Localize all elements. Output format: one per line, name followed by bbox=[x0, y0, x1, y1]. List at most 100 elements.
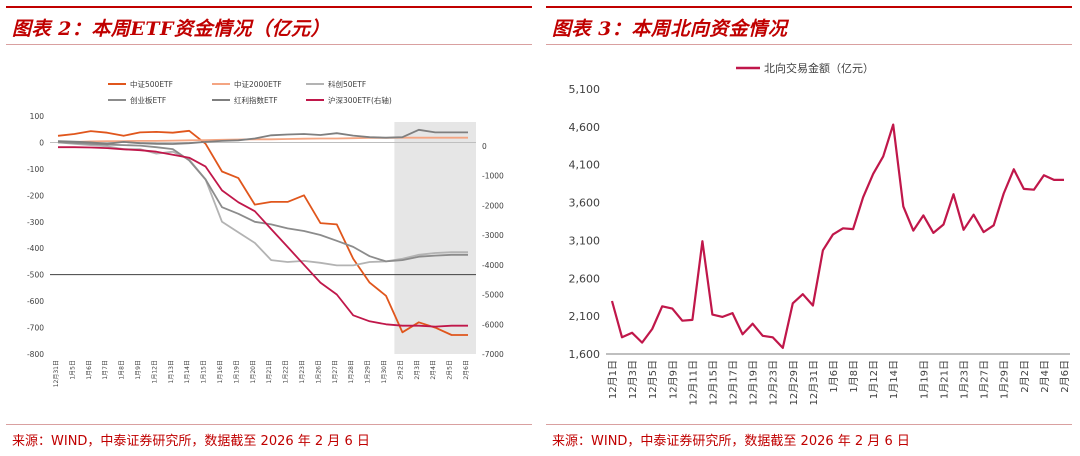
y-left-tick-label: -100 bbox=[27, 165, 44, 174]
source-note: 来源：WIND，中泰证券研究所，数据截至 2026 年 2 月 6 日 bbox=[12, 434, 370, 449]
y-tick-label: 2,100 bbox=[569, 310, 601, 323]
x-tick-label: 1月28日 bbox=[348, 360, 355, 383]
northbound-panel: 图表 3：本周北向资金情况 1,600 2,100 2,600 3,100 3,600 4… bbox=[540, 0, 1080, 456]
y-right-tick-label: -4000 bbox=[482, 261, 504, 270]
x-tick-label: 1月29日 bbox=[999, 360, 1011, 399]
legend-label: 北向交易金额（亿元） bbox=[764, 61, 874, 75]
panel-top-rule bbox=[546, 6, 1072, 8]
x-tick-label: 1月15日 bbox=[201, 360, 208, 383]
y-right-tick-label: -5000 bbox=[482, 291, 504, 300]
x-tick-label: 12月29日 bbox=[788, 360, 800, 405]
title-divider bbox=[546, 44, 1072, 45]
x-tick-label: 2月6日 bbox=[463, 360, 470, 380]
x-tick-label: 2月4日 bbox=[430, 360, 437, 380]
x-tick-label: 2月4日 bbox=[1039, 360, 1051, 393]
y-tick-label: 4,100 bbox=[569, 159, 601, 172]
x-tick-label: 12月5日 bbox=[647, 360, 659, 399]
x-tick-label: 12月11日 bbox=[687, 360, 699, 405]
y-right-tick-label: -3000 bbox=[482, 231, 504, 240]
x-tick-label: 1月14日 bbox=[888, 360, 900, 399]
x-tick-label: 1月22日 bbox=[283, 360, 290, 383]
y-left-tick-label: -800 bbox=[27, 350, 44, 359]
x-tick-label: 12月19日 bbox=[748, 360, 760, 405]
northbound-chart: 1,600 2,100 2,600 3,100 3,600 4,100 4,600 5,100… bbox=[569, 61, 1072, 405]
y-left-tick-label: -300 bbox=[27, 218, 44, 227]
legend-label: 中证2000ETF bbox=[234, 79, 282, 89]
x-tick-label: 1月7日 bbox=[102, 360, 109, 380]
x-tick-label: 1月6日 bbox=[86, 360, 93, 380]
x-tick-label: 12月31日 bbox=[808, 360, 820, 405]
x-tick-label: 1月19日 bbox=[233, 360, 240, 383]
x-tick-label: 1月9日 bbox=[135, 360, 142, 380]
x-tick-label: 1月21日 bbox=[266, 360, 273, 383]
x-tick-label: 12月9日 bbox=[667, 360, 679, 399]
legend-label: 沪深300ETF(右轴) bbox=[328, 95, 392, 105]
y-tick-label: 4,600 bbox=[569, 121, 601, 134]
y-left-tick-label: -500 bbox=[27, 271, 44, 280]
x-tick-label: 1月6日 bbox=[828, 360, 840, 393]
x-tick-label: 1月26日 bbox=[315, 360, 322, 383]
x-tick-label: 1月30日 bbox=[381, 360, 388, 383]
y-tick-label: 1,600 bbox=[569, 348, 601, 361]
x-tick-label: 1月27日 bbox=[979, 360, 991, 399]
panel-top-rule bbox=[6, 6, 532, 8]
x-tick-label: 2月2日 bbox=[397, 360, 404, 380]
y-tick-label: 3,100 bbox=[569, 234, 601, 247]
y-tick-label: 3,600 bbox=[569, 197, 601, 210]
source-note: 来源：WIND，中泰证券研究所，数据截至 2026 年 2 月 6 日 bbox=[552, 434, 910, 449]
footer-divider bbox=[6, 424, 532, 425]
y-tick-label: 2,600 bbox=[569, 272, 601, 285]
legend-label: 创业板ETF bbox=[130, 95, 166, 105]
x-tick-label: 1月5日 bbox=[69, 360, 76, 380]
y-right-tick-label: -2000 bbox=[482, 201, 504, 210]
y-right-tick-label: -7000 bbox=[482, 350, 504, 359]
x-tick-label: 1月21日 bbox=[938, 360, 950, 399]
x-tick-label: 2月3日 bbox=[414, 360, 421, 380]
x-tick-label: 12月17日 bbox=[728, 360, 740, 405]
panel-title: 图表 2：本周ETF资金情况（亿元） bbox=[12, 18, 330, 40]
y-left-tick-label: -400 bbox=[27, 244, 44, 253]
x-tick-label: 1月8日 bbox=[119, 360, 126, 380]
x-tick-label: 12月1日 bbox=[607, 360, 619, 399]
series-line-5 bbox=[58, 146, 468, 328]
panel-title: 图表 3：本周北向资金情况 bbox=[552, 18, 788, 40]
x-tick-label: 1月23日 bbox=[299, 360, 306, 383]
y-left-tick-label: -700 bbox=[27, 324, 44, 333]
x-tick-label: 1月16日 bbox=[217, 360, 224, 383]
x-tick-label: 12月15日 bbox=[707, 360, 719, 405]
x-tick-label: 1月8日 bbox=[848, 360, 860, 393]
x-tick-label: 1月14日 bbox=[184, 360, 191, 383]
legend-label: 红利指数ETF bbox=[234, 95, 278, 105]
x-tick-label: 2月2日 bbox=[1019, 360, 1031, 393]
y-left-tick-label: -600 bbox=[27, 297, 44, 306]
etf-flow-chart: 100 0 -100 -200 -300 -400 -500 -600 -700 -800 0 -10… bbox=[27, 79, 504, 387]
series-line-4 bbox=[57, 128, 468, 145]
x-tick-label: 2月5日 bbox=[447, 360, 454, 380]
legend-label: 科创50ETF bbox=[328, 79, 366, 89]
series-line-3 bbox=[57, 141, 468, 263]
x-tick-label: 1月29日 bbox=[365, 360, 372, 383]
x-tick-label: 1月13日 bbox=[168, 360, 175, 383]
title-divider bbox=[6, 44, 532, 45]
y-left-tick-label: 100 bbox=[30, 112, 45, 121]
x-tick-label: 1月12日 bbox=[868, 360, 880, 399]
x-tick-label: 12月23日 bbox=[768, 360, 780, 405]
y-right-tick-label: -1000 bbox=[482, 172, 504, 181]
x-tick-label: 12月31日 bbox=[53, 360, 60, 387]
x-tick-label: 1月20日 bbox=[250, 360, 257, 383]
y-tick-label: 5,100 bbox=[569, 83, 601, 96]
x-tick-label: 1月23日 bbox=[959, 360, 971, 399]
etf-flow-panel: 图表 2：本周ETF资金情况（亿元） 100 0 -100 -200 -300 -400 -… bbox=[6, 6, 532, 449]
y-right-tick-label: -6000 bbox=[482, 320, 504, 329]
series-line-northbound bbox=[610, 123, 1064, 349]
x-tick-label: 12月3日 bbox=[627, 360, 639, 399]
shaded-region bbox=[394, 122, 476, 354]
y-left-tick-label: -200 bbox=[27, 191, 44, 200]
footer-divider bbox=[546, 424, 1072, 425]
x-tick-label: 1月12日 bbox=[151, 360, 158, 383]
x-tick-label: 1月27日 bbox=[332, 360, 339, 383]
x-tick-label: 2月6日 bbox=[1059, 360, 1071, 393]
legend-label: 中证500ETF bbox=[130, 79, 173, 89]
y-right-tick-label: 0 bbox=[482, 142, 487, 151]
x-tick-label: 1月19日 bbox=[918, 360, 930, 399]
